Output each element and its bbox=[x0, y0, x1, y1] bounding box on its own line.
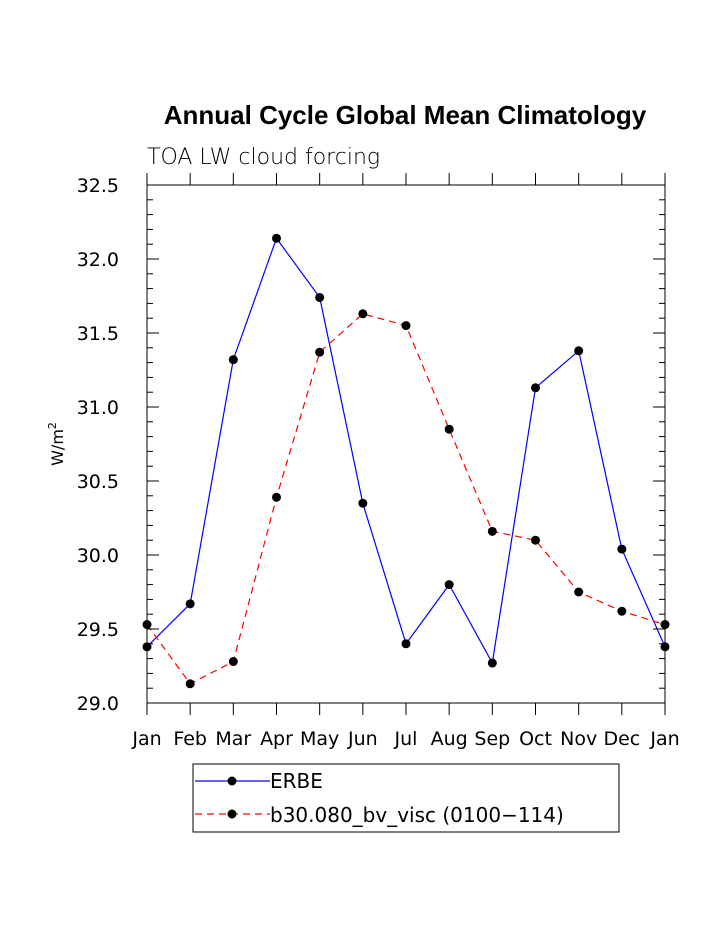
data-point-series-0 bbox=[444, 580, 454, 590]
data-point-series-1 bbox=[487, 526, 497, 536]
y-axis-label-base: W/m bbox=[48, 429, 67, 466]
x-tick-label: Oct bbox=[519, 728, 552, 750]
series-line-1 bbox=[146, 313, 666, 685]
chart-subtitle: TOA LW cloud forcing bbox=[147, 145, 380, 170]
x-tick-label: Sep bbox=[474, 728, 510, 750]
data-point-series-1 bbox=[185, 679, 195, 689]
x-tick-label: Feb bbox=[173, 728, 207, 750]
y-tick-label: 31.0 bbox=[77, 397, 119, 419]
legend: ERBE b30.080_bv_visc (0100−114) bbox=[192, 763, 620, 833]
y-axis-label-sup: 2 bbox=[46, 422, 59, 429]
plot-frame bbox=[146, 184, 666, 704]
x-tick-label: Mar bbox=[215, 728, 251, 750]
x-tick-label: Jun bbox=[347, 728, 378, 750]
y-tick-label: 30.0 bbox=[77, 545, 119, 567]
data-point-series-1 bbox=[574, 587, 584, 597]
data-point-series-1 bbox=[444, 424, 454, 434]
data-point-series-1 bbox=[228, 657, 238, 667]
legend-box bbox=[192, 763, 620, 833]
y-tick-label: 29.0 bbox=[77, 693, 119, 715]
data-point-series-0 bbox=[574, 346, 584, 356]
x-tick-label: Jul bbox=[394, 728, 418, 750]
y-tick-label: 32.0 bbox=[77, 249, 119, 271]
y-tick-label: 30.5 bbox=[77, 471, 119, 493]
data-point-series-0 bbox=[531, 383, 540, 393]
data-point-series-1 bbox=[358, 309, 368, 319]
data-point-series-0 bbox=[185, 599, 195, 609]
data-point-series-1 bbox=[401, 321, 411, 331]
series-line-0 bbox=[146, 237, 666, 665]
legend-marker-model bbox=[227, 809, 237, 819]
y-tick-label: 31.5 bbox=[77, 323, 119, 345]
data-point-series-0 bbox=[272, 233, 281, 243]
data-point-series-0 bbox=[401, 639, 411, 649]
x-tick-label: Apr bbox=[260, 728, 293, 750]
data-point-series-1 bbox=[315, 347, 325, 357]
x-tick-label: Aug bbox=[431, 728, 468, 750]
data-point-series-1 bbox=[531, 535, 540, 545]
legend-label-erbe: ERBE bbox=[270, 769, 323, 793]
data-point-series-1 bbox=[617, 606, 627, 616]
y-tick-label: 32.5 bbox=[77, 175, 119, 197]
plot-area bbox=[142, 233, 670, 689]
data-point-series-0 bbox=[358, 498, 368, 508]
x-tick-label: Jan bbox=[649, 728, 679, 750]
data-point-series-0 bbox=[315, 292, 325, 302]
data-point-series-0 bbox=[617, 544, 627, 554]
data-point-series-1 bbox=[272, 492, 281, 502]
data-point-series-0 bbox=[487, 658, 497, 668]
x-tick-label: Nov bbox=[560, 728, 597, 750]
y-tick-label: 29.5 bbox=[77, 619, 119, 641]
data-point-series-0 bbox=[228, 355, 238, 365]
x-tick-label: May bbox=[300, 728, 339, 750]
axis-ticks bbox=[146, 173, 666, 715]
x-tick-label: Jan bbox=[131, 728, 161, 750]
y-axis-label: W/m2 bbox=[46, 422, 67, 466]
legend-marker-erbe bbox=[227, 776, 237, 786]
x-tick-label: Dec bbox=[603, 728, 640, 750]
chart-title: Annual Cycle Global Mean Climatology bbox=[164, 100, 647, 130]
tick-labels: 29.0 29.5 30.0 30.5 31.0 31.5 32.0 32.5 Jan Feb Ma… bbox=[77, 175, 680, 750]
legend-label-model: b30.080_bv_visc (0100−114) bbox=[270, 803, 564, 827]
